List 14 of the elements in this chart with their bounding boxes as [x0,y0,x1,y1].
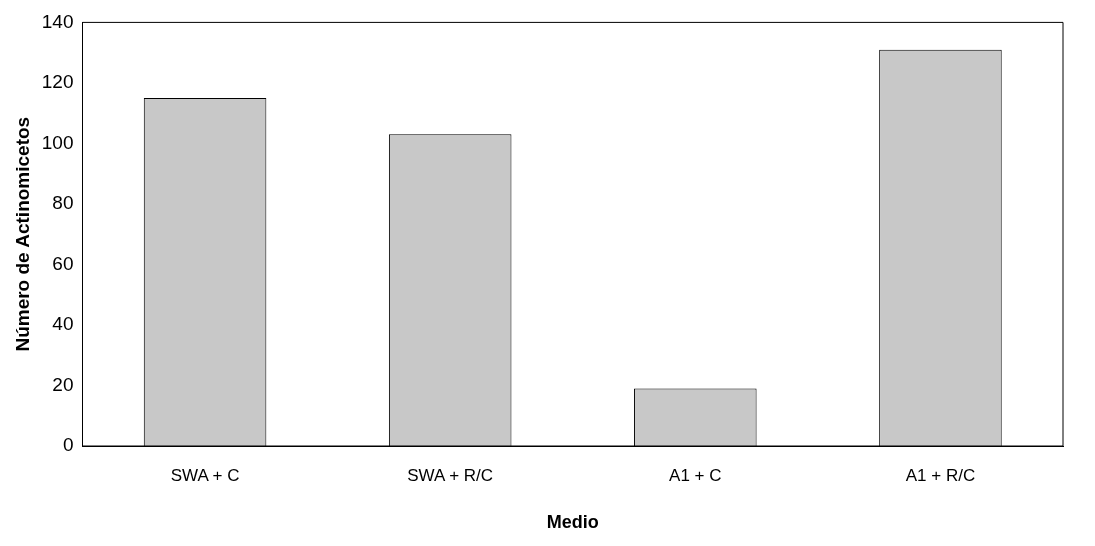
y-tick-label: 80 [52,192,74,214]
y-tick-label: 60 [52,252,74,274]
y-tick-label: 140 [41,10,74,32]
x-tick-label: SWA + R/C [407,465,494,485]
x-tick-label: A1 + R/C [905,465,976,485]
x-tick-label: SWA + C [170,465,240,485]
y-tick-label: 20 [52,373,74,395]
x-tick-label: A1 + C [669,465,722,485]
y-axis-title: Número de Actinomicetos [11,116,33,352]
y-tick-label: 100 [41,131,74,153]
y-tick-label: 120 [41,71,74,93]
y-tick-label: 40 [52,313,74,335]
x-axis-title: Medio [546,512,599,533]
y-tick-label: 0 [62,434,74,456]
